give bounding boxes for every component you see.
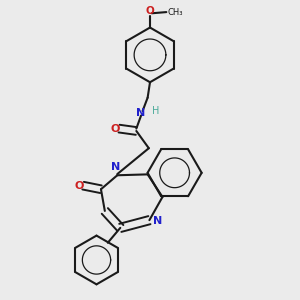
Text: N: N — [112, 162, 121, 172]
Text: N: N — [153, 216, 163, 226]
Text: CH₃: CH₃ — [167, 8, 183, 16]
Text: H: H — [152, 106, 159, 116]
Text: O: O — [75, 181, 84, 191]
Text: O: O — [110, 124, 120, 134]
Text: O: O — [146, 6, 154, 16]
Text: N: N — [136, 108, 146, 118]
